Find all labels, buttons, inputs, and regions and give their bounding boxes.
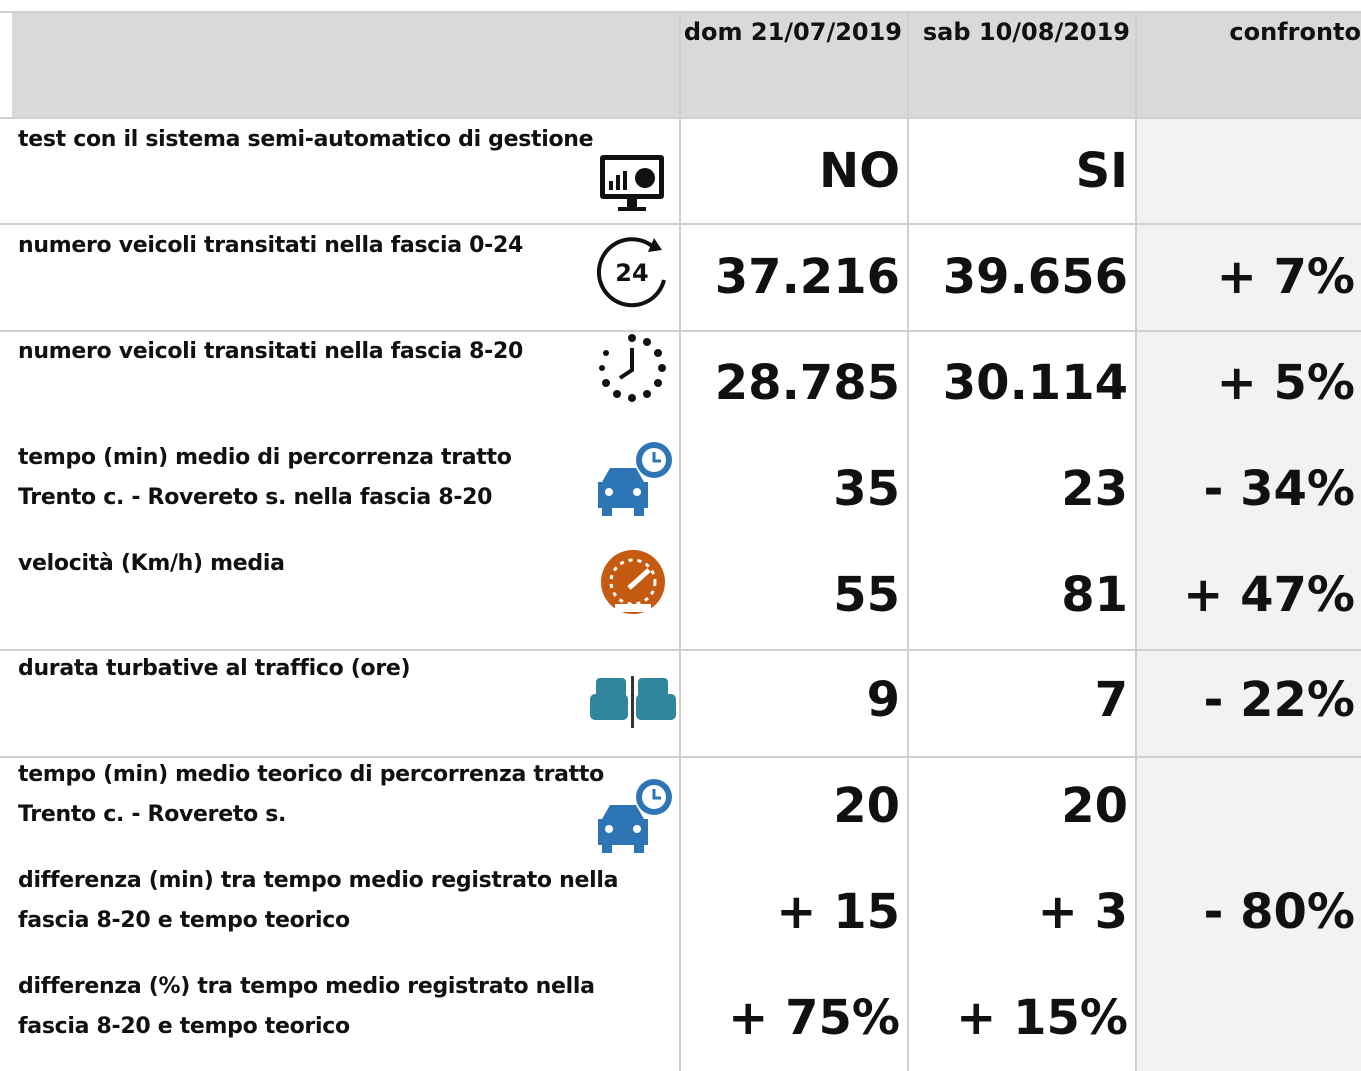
- cell-value: 35: [833, 460, 900, 517]
- cell-value: 30.114: [942, 354, 1128, 411]
- column-header: confronto: [1229, 18, 1361, 46]
- row-label: fascia 8-20 e tempo teorico: [18, 1014, 350, 1040]
- comparison-value: - 34%: [1203, 460, 1355, 517]
- row-label: tempo (min) medio di percorrenza tratto: [18, 444, 512, 470]
- row-label: velocità (Km/h) media: [18, 550, 285, 576]
- speedometer-icon: [601, 550, 665, 614]
- row-label: differenza (%) tra tempo medio registrat…: [18, 974, 595, 1000]
- dotted-clock-icon: [599, 334, 666, 402]
- comparison-value: + 47%: [1183, 566, 1355, 623]
- traffic-icon: [590, 676, 676, 728]
- cell-value: + 15%: [956, 990, 1128, 1047]
- column-header: dom 21/07/2019: [683, 18, 902, 46]
- comparison-background: [1136, 118, 1361, 1071]
- row-label: differenza (min) tra tempo medio registr…: [18, 868, 619, 894]
- column-divider: [1135, 12, 1137, 1071]
- row-label: durata turbative al traffico (ore): [18, 656, 411, 682]
- row-label: Trento c. - Rovereto s. nella fascia 8-2…: [18, 484, 493, 510]
- row-label: tempo (min) medio teorico di percorrenza…: [18, 762, 604, 788]
- merged-comparison-value: - 80%: [1203, 884, 1355, 941]
- cell-value: 20: [1061, 778, 1128, 835]
- car-clock-icon: [598, 779, 672, 853]
- cell-value: 37.216: [714, 248, 900, 305]
- cell-value: 55: [833, 566, 900, 623]
- cell-value: + 3: [1037, 884, 1128, 941]
- cell-value: SI: [1075, 142, 1128, 199]
- row-label: Trento c. - Rovereto s.: [18, 802, 287, 828]
- cell-value: + 75%: [728, 990, 900, 1047]
- comparison-value: + 5%: [1216, 354, 1355, 411]
- cell-value: 28.785: [714, 354, 900, 411]
- cell-value: 23: [1061, 460, 1128, 517]
- cell-value: 9: [866, 672, 900, 729]
- column-header: sab 10/08/2019: [922, 18, 1130, 46]
- top-border: [0, 11, 1361, 13]
- car-clock-icon: [598, 442, 672, 516]
- cell-value: + 15: [776, 884, 900, 941]
- cell-value: 20: [833, 778, 900, 835]
- cell-value: 81: [1061, 566, 1128, 623]
- comparison-value: + 7%: [1216, 248, 1355, 305]
- row-label: numero veicoli transitati nella fascia 8…: [18, 338, 524, 364]
- column-divider: [907, 12, 909, 1071]
- row-label: fascia 8-20 e tempo teorico: [18, 908, 350, 934]
- row-label: numero veicoli transitati nella fascia 0…: [18, 232, 524, 258]
- cell-value: NO: [819, 142, 900, 199]
- row-label: test con il sistema semi-automatico di g…: [18, 127, 594, 152]
- cell-value: 39.656: [942, 248, 1128, 305]
- column-divider: [679, 12, 681, 1071]
- monitor-icon: [600, 155, 664, 211]
- clock-24-icon: 24: [596, 237, 666, 308]
- svg-text:24: 24: [615, 259, 648, 287]
- comparison-value: - 22%: [1203, 672, 1355, 729]
- cell-value: 7: [1094, 672, 1128, 729]
